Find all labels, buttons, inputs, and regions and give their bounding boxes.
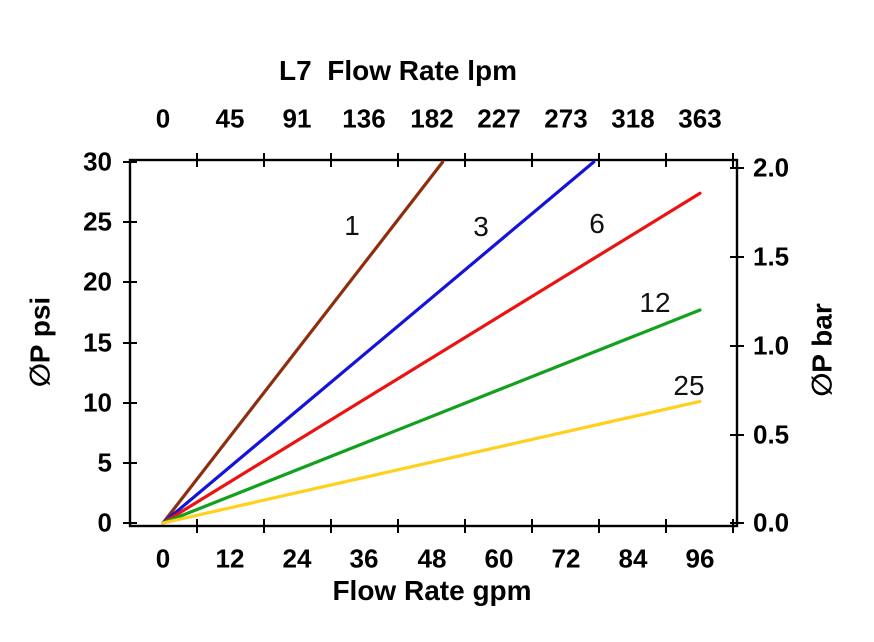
left-tick-label: 5 — [97, 447, 112, 478]
top-tick-label: 273 — [544, 103, 588, 134]
left-tick-label: 30 — [83, 146, 112, 177]
top-tick-label: 91 — [282, 103, 312, 134]
bottom-axis-title: Flow Rate gpm — [332, 575, 532, 606]
curve-3 — [161, 160, 596, 525]
top-tick-label: 45 — [215, 103, 245, 134]
top-tick-label: 363 — [678, 103, 722, 134]
curve-1 — [161, 160, 445, 525]
curve-label-12: 12 — [639, 287, 671, 318]
bottom-tick-label: 60 — [484, 543, 514, 574]
left-tick-label: 15 — [83, 327, 112, 358]
curve-6 — [161, 191, 702, 525]
right-tick-label: 1.0 — [753, 330, 790, 361]
bottom-tick-label: 0 — [155, 543, 171, 574]
right-tick-label: 0.0 — [753, 507, 790, 538]
right-axis-title: ∅P bar — [806, 303, 838, 397]
right-tick-label: 1.5 — [753, 241, 790, 272]
top-tick-label: 182 — [410, 103, 454, 134]
right-tick-label: 0.5 — [753, 419, 790, 450]
curves — [161, 160, 702, 525]
top-tick-label: 136 — [342, 103, 386, 134]
bottom-tick-label: 48 — [417, 543, 447, 574]
top-tick-label: 318 — [611, 103, 655, 134]
bottom-tick-label: 36 — [349, 543, 379, 574]
bottom-tick-label: 96 — [685, 543, 715, 574]
axis-ticks — [123, 153, 744, 533]
top-tick-label: 227 — [477, 103, 521, 134]
bottom-tick-label: 84 — [618, 543, 648, 574]
curve-label-6: 6 — [589, 208, 605, 239]
right-tick-label: 2.0 — [753, 152, 790, 183]
bottom-tick-label: 24 — [282, 543, 312, 574]
left-tick-label: 0 — [97, 507, 112, 538]
left-tick-label: 10 — [83, 387, 112, 418]
curve-25 — [161, 399, 702, 525]
curve-label-3: 3 — [473, 211, 489, 242]
curve-label-1: 1 — [344, 210, 360, 241]
plot-frame — [128, 158, 739, 528]
top-tick-label: 0 — [155, 103, 171, 134]
bottom-tick-label: 72 — [551, 543, 581, 574]
curve-12 — [161, 308, 702, 525]
curve-label-25: 25 — [673, 370, 705, 401]
top-axis-title: L7 Flow Rate lpm — [278, 55, 518, 86]
left-tick-label: 20 — [83, 266, 112, 297]
bottom-tick-label: 12 — [215, 543, 245, 574]
left-tick-label: 25 — [83, 206, 112, 237]
